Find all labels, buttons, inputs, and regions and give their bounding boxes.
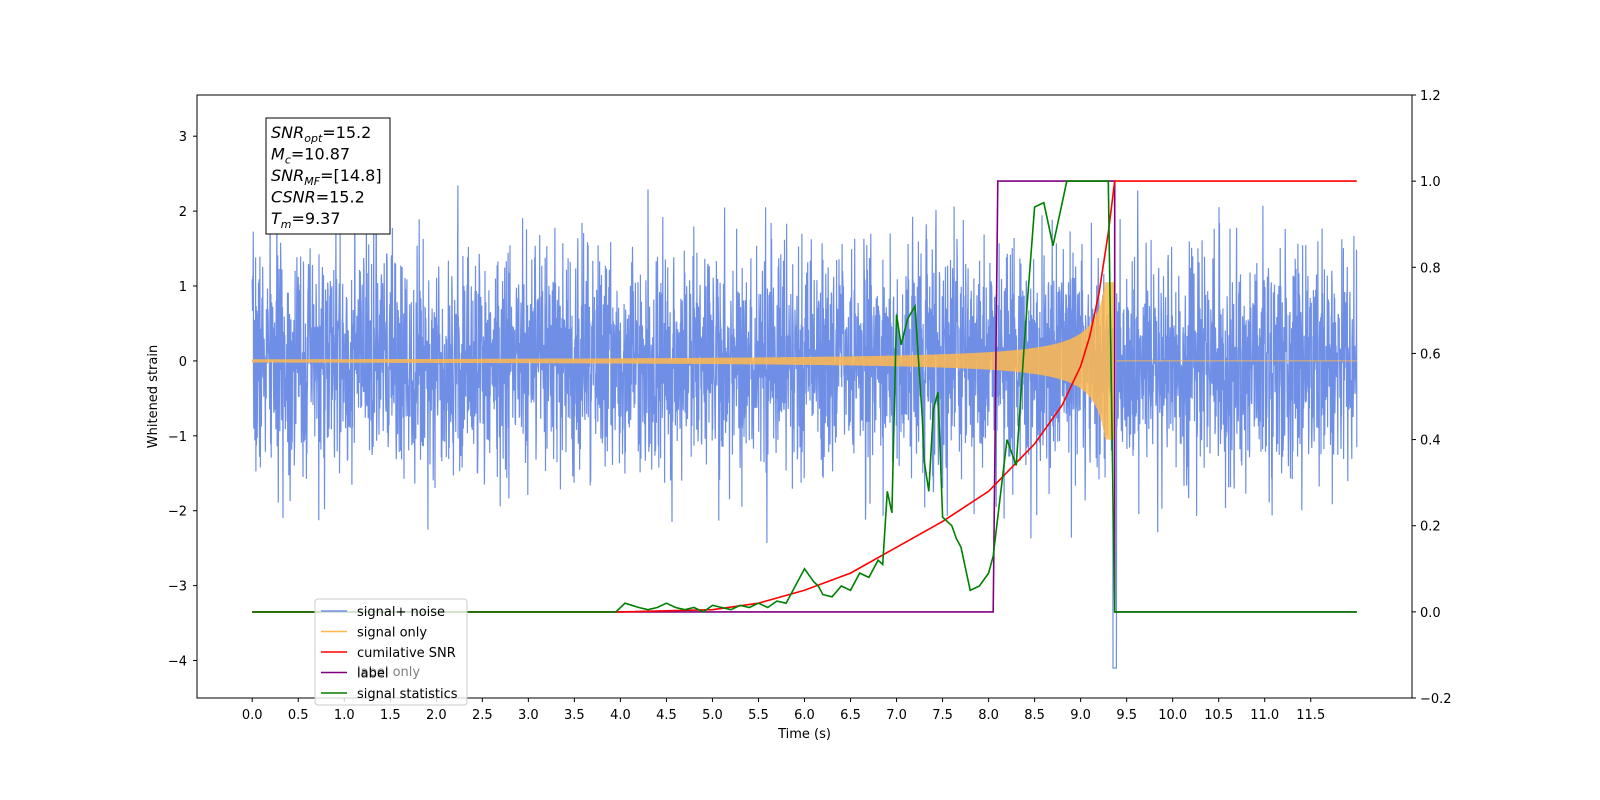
x-tick-label: 3.5 xyxy=(564,708,585,723)
x-tick-label: 4.0 xyxy=(610,708,631,723)
x-tick-label: 10.5 xyxy=(1204,708,1233,723)
y-right-tick-label: −0.2 xyxy=(1420,692,1452,707)
y-axis-left: 3 2 1 0 −1 −2 −3 −4 xyxy=(168,130,197,670)
x-tick-label: 9.5 xyxy=(1116,708,1137,723)
legend-hidden-label: label only xyxy=(357,665,420,680)
legend: label only signal+ noise signal only cumila… xyxy=(314,598,468,706)
y-right-tick-label: 1.0 xyxy=(1420,175,1441,190)
y-tick-label: 3 xyxy=(179,130,187,145)
y-tick-label: −4 xyxy=(168,655,187,670)
x-tick-label: 5.0 xyxy=(702,708,723,723)
annotation-tm: Tm=9.37 xyxy=(271,209,341,231)
x-tick-label: 6.0 xyxy=(794,708,815,723)
series-signal-only xyxy=(251,282,1357,440)
x-tick-label: 8.5 xyxy=(1024,708,1045,723)
x-tick-label: 11.0 xyxy=(1250,708,1279,723)
y-tick-label: −3 xyxy=(168,580,187,595)
y-axis-right: 1.2 1.0 0.8 0.6 0.4 0.2 0.0 −0.2 xyxy=(1412,89,1452,707)
y-right-tick-label: 0.6 xyxy=(1420,347,1441,362)
x-tick-label: 7.0 xyxy=(886,708,907,723)
legend-label: signal+ noise xyxy=(357,605,445,620)
y-tick-label: 2 xyxy=(179,205,187,220)
legend-frame xyxy=(314,598,468,706)
annotation-snr-mf: SNRMF=[14.8] xyxy=(271,166,382,188)
y-tick-label: −1 xyxy=(168,430,187,445)
x-tick-label: 11.5 xyxy=(1296,708,1325,723)
annotation-box-frame xyxy=(265,117,391,235)
x-tick-label: 0.5 xyxy=(288,708,309,723)
plot-area xyxy=(251,180,1358,669)
y-tick-label: 1 xyxy=(179,280,187,295)
series-signal-plus-noise xyxy=(251,185,1358,669)
x-tick-label: 7.5 xyxy=(932,708,953,723)
legend-label: signal only xyxy=(357,626,427,641)
x-tick-label: 8.0 xyxy=(978,708,999,723)
annotation-snr-opt: SNRopt=15.2 xyxy=(271,123,371,145)
x-axis: 0.0 0.5 1.0 1.5 2.0 2.5 3.0 3.5 4.0 4.5 5.0 5.5 6.0 6… xyxy=(242,698,1325,723)
x-tick-label: 1.5 xyxy=(380,708,401,723)
x-tick-label: 2.5 xyxy=(472,708,493,723)
y-right-tick-label: 0.4 xyxy=(1420,434,1441,449)
legend-label: signal statistics xyxy=(357,687,458,702)
y-tick-label: 0 xyxy=(179,355,187,370)
x-tick-label: 0.0 xyxy=(242,708,263,723)
y-axis-label: Whitened strain xyxy=(146,345,161,448)
x-tick-label: 2.0 xyxy=(426,708,447,723)
series-signal-statistics xyxy=(252,180,1357,613)
annotation-mc: Mc=10.87 xyxy=(271,145,350,167)
y-right-tick-label: 1.2 xyxy=(1420,89,1441,104)
x-tick-label: 1.0 xyxy=(334,708,355,723)
x-tick-label: 3.0 xyxy=(518,708,539,723)
y-right-tick-label: 0.8 xyxy=(1420,261,1441,276)
legend-label: cumilative SNR xyxy=(357,646,456,661)
annotation-csnr: CSNR=15.2 xyxy=(271,188,365,207)
x-axis-label: Time (s) xyxy=(777,727,831,742)
y-right-tick-label: 0.0 xyxy=(1420,606,1441,621)
y-tick-label: −2 xyxy=(168,505,187,520)
y-right-tick-label: 0.2 xyxy=(1420,520,1441,535)
legend-label: label xyxy=(357,667,388,682)
x-tick-label: 4.5 xyxy=(656,708,677,723)
x-tick-label: 9.0 xyxy=(1070,708,1091,723)
x-tick-label: 6.5 xyxy=(840,708,861,723)
x-tick-label: 10.0 xyxy=(1158,708,1187,723)
annotation-box: SNRopt=15.2 Mc=10.87 SNRMF=[14.8] CSNR=1… xyxy=(265,117,391,235)
x-tick-label: 5.5 xyxy=(748,708,769,723)
